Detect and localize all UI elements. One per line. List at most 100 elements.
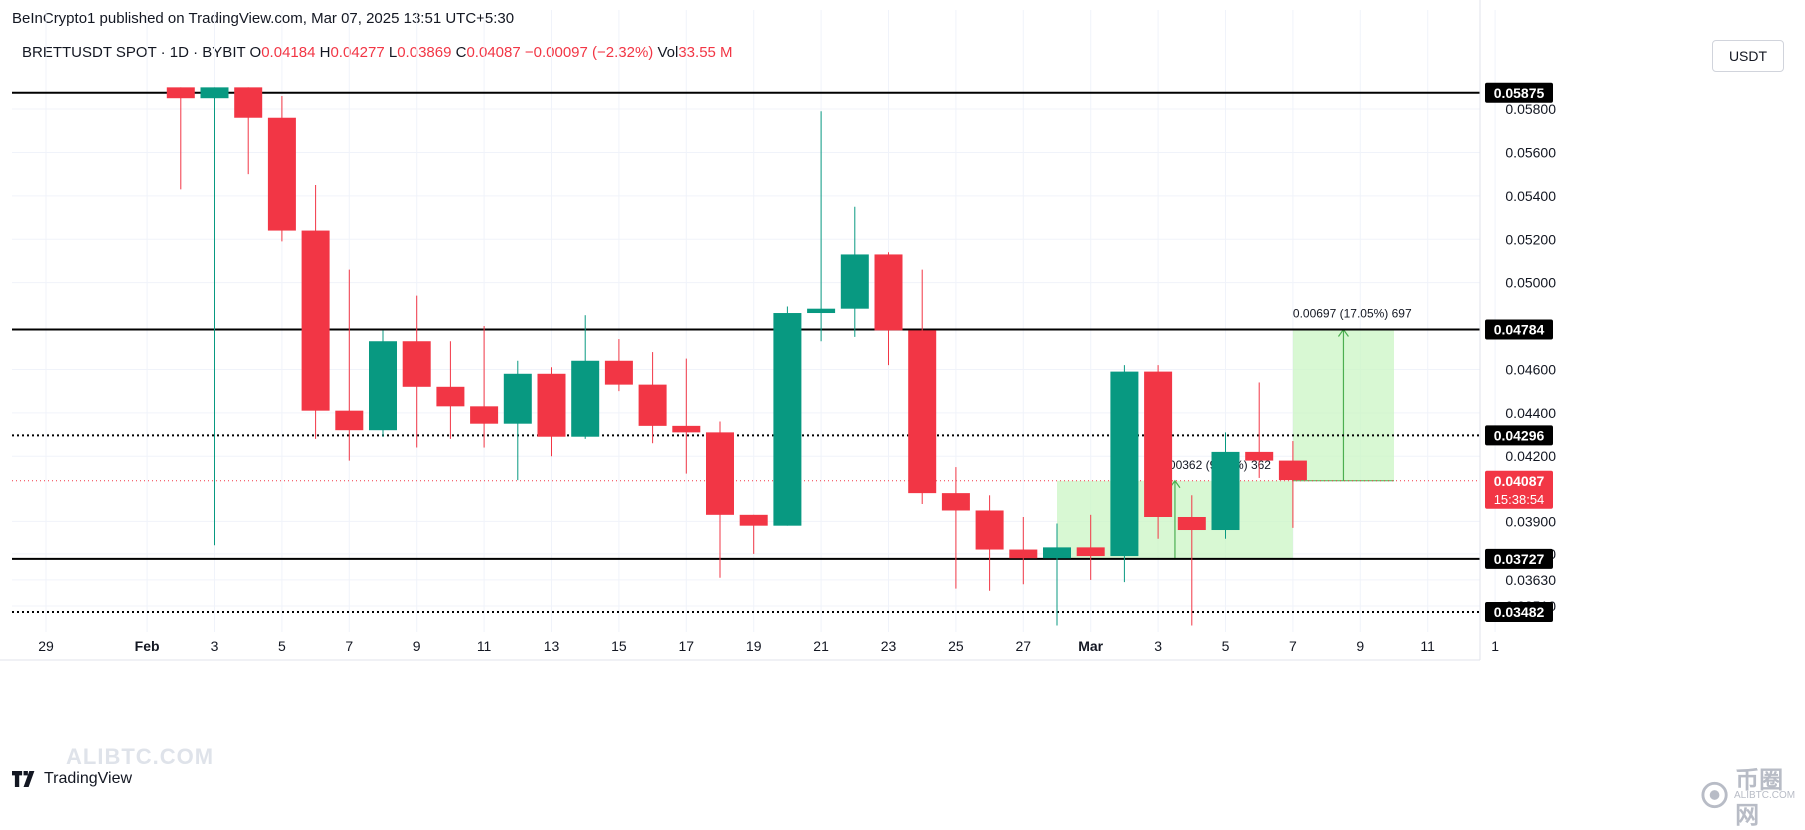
time-tick-label: 7 — [1289, 638, 1297, 654]
candle-body — [166, 87, 195, 99]
price-tick-label: 0.04600 — [1505, 361, 1556, 377]
candle-body — [200, 87, 229, 99]
symbol-name[interactable]: BRETTUSDT SPOT · 1D · BYBIT — [22, 44, 246, 61]
price-tick-label: 0.03630 — [1505, 572, 1556, 588]
level-tag — [1485, 82, 1553, 103]
candle-body — [1110, 371, 1139, 557]
candle-body — [941, 493, 970, 511]
price-tick-label: 0.05000 — [1505, 275, 1556, 291]
time-tick-label: 25 — [948, 638, 964, 654]
time-tick-label: 9 — [1356, 638, 1364, 654]
candle-body — [672, 425, 701, 433]
high-value: 0.04277 — [330, 44, 385, 61]
watermark-left: ALIBTC.COM — [66, 744, 215, 769]
volume-label: Vol — [657, 44, 679, 61]
watermark-right: 币圈网 ALIBTC.COM — [1700, 760, 1805, 830]
candle-body — [234, 87, 263, 118]
time-tick-label: 29 — [38, 638, 54, 654]
candle-body — [1245, 451, 1274, 461]
volume-value: 33.55 M — [678, 44, 733, 61]
time-tick-label: 21 — [813, 638, 829, 654]
level-tag-label: 0.04296 — [1494, 427, 1545, 443]
candle-body — [840, 254, 869, 309]
candle-body — [1278, 460, 1307, 481]
level-tag-label: 0.03482 — [1494, 604, 1545, 620]
time-tick-label: 5 — [1222, 638, 1230, 654]
close-label: C — [455, 44, 467, 61]
low-label: L — [388, 44, 398, 61]
candle-body — [436, 386, 465, 407]
level-tag-label: 0.03727 — [1494, 551, 1545, 567]
time-tick-label: 3 — [1154, 638, 1162, 654]
price-tick-label: 0.05200 — [1505, 231, 1556, 247]
candlesticks — [166, 87, 1307, 626]
brand-label: TradingView — [44, 770, 133, 787]
high-label: H — [319, 44, 331, 61]
price-tick-label: 0.05800 — [1505, 101, 1556, 117]
price-tick-label: 0.03900 — [1505, 513, 1556, 529]
open-value: 0.04184 — [261, 44, 316, 61]
low-value: 0.03869 — [397, 44, 452, 61]
time-tick-label: Mar — [1078, 638, 1103, 654]
price-tick-label: 0.04400 — [1505, 405, 1556, 421]
price-tags: 0.05875 0.04784 0.04296 0.03727 0.03482 0.040… — [1485, 82, 1553, 623]
candle-body — [739, 514, 768, 526]
candle-body — [1177, 516, 1206, 531]
price-tick-label: 0.05600 — [1505, 144, 1556, 160]
open-label: O — [249, 44, 262, 61]
level-tag — [1485, 319, 1553, 340]
time-tick-label: 5 — [278, 638, 286, 654]
countdown-label: 15:38:54 — [1494, 492, 1545, 507]
time-tick-label: 15 — [611, 638, 627, 654]
close-value: 0.04087 — [466, 44, 521, 61]
currency-button[interactable]: USDT — [1712, 40, 1784, 72]
candle-body — [706, 432, 734, 515]
candle-body — [1211, 451, 1240, 531]
tradingview-brand[interactable]: TradingView — [12, 770, 132, 788]
candle-body — [335, 410, 364, 431]
candle-body — [402, 341, 431, 387]
candle-body — [369, 341, 397, 431]
watermark-logo-icon — [1701, 781, 1728, 809]
time-tick-label: Feb — [135, 638, 160, 654]
price-tick-label: 0.05400 — [1505, 188, 1556, 204]
time-tick-label: 7 — [345, 638, 353, 654]
time-tick-label: 19 — [746, 638, 762, 654]
candle-body — [1043, 547, 1071, 559]
time-tick-label: 11 — [1420, 638, 1435, 654]
time-tick-label: 17 — [679, 638, 695, 654]
candle-body — [604, 360, 633, 385]
candle-body — [1009, 549, 1038, 559]
time-tick-label: 3 — [211, 638, 219, 654]
candle-body — [1076, 547, 1105, 557]
price-tick-label: 0.04200 — [1505, 448, 1556, 464]
candle-body — [807, 308, 836, 314]
time-tick-label: 13 — [544, 638, 560, 654]
candle-body — [1144, 371, 1173, 517]
candle-body — [874, 254, 903, 331]
time-tick-label: 27 — [1016, 638, 1032, 654]
level-tag — [1485, 548, 1553, 569]
symbol-legend: BRETTUSDT SPOT · 1D · BYBIT O0.04184 H0.… — [22, 44, 733, 61]
time-tick-label: 11 — [477, 638, 492, 654]
level-tag — [1485, 425, 1553, 446]
level-tag — [1485, 602, 1553, 623]
level-tag-label: 0.05875 — [1494, 85, 1545, 101]
candle-body — [301, 230, 330, 411]
axes: 0.05800 0.05600 0.05400 0.05200 0.05000 0.046… — [0, 0, 1556, 661]
time-tick-label: 23 — [881, 638, 897, 654]
tradingview-logo-icon — [12, 771, 35, 787]
watermark-right-sub: ALIBTC.COM — [1734, 790, 1796, 801]
change-value: −0.00097 (−2.32%) — [524, 44, 654, 61]
candle-body — [908, 330, 937, 494]
candle-body — [975, 510, 1004, 550]
level-tag-label: 0.04784 — [1494, 322, 1545, 338]
candle-body — [773, 313, 802, 526]
candle-body — [571, 360, 600, 437]
candle-body — [503, 373, 532, 424]
time-tick-label: 1 — [1491, 638, 1499, 654]
time-tick-label: 9 — [413, 638, 421, 654]
publisher-line: BeInCrypto1 published on TradingView.com… — [12, 10, 515, 27]
candle-body — [267, 117, 296, 231]
